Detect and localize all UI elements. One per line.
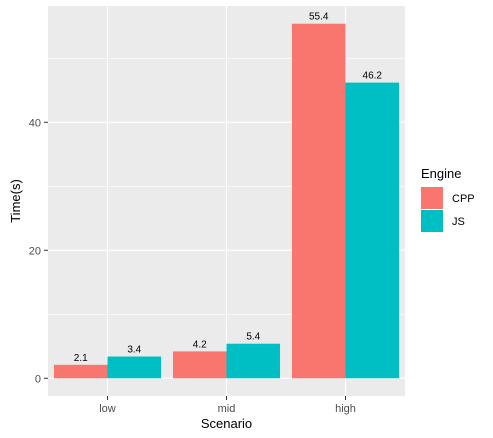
x-tick-label: mid (218, 403, 236, 415)
x-tick-label: low (99, 403, 116, 415)
bars (53, 23, 400, 379)
legend-title: Engine (421, 166, 461, 181)
data-label: 2.1 (74, 353, 88, 364)
bar-cpp-high (291, 23, 346, 379)
legend-key-cpp (421, 187, 443, 209)
bar-js-mid (226, 343, 281, 379)
legend: Engine CPP JS (421, 166, 475, 232)
bar-js-high (345, 82, 400, 379)
data-label: 3.4 (127, 345, 141, 356)
y-tick-label: 0 (35, 373, 41, 385)
data-label: 46.2 (363, 71, 383, 82)
legend-label: CPP (452, 193, 475, 205)
legend-key-js (421, 210, 443, 232)
y-axis: 0 20 40 (29, 117, 48, 385)
data-labels: 2.1 3.4 4.2 5.4 55.4 46.2 (74, 12, 383, 364)
x-axis: low mid high (99, 396, 356, 415)
legend-label: JS (452, 216, 465, 228)
y-tick-label: 40 (29, 117, 41, 129)
x-tick-label: high (335, 403, 356, 415)
y-axis-title: Time(s) (8, 179, 23, 223)
bar-cpp-low (53, 364, 108, 379)
y-tick-label: 20 (29, 245, 41, 257)
bar-cpp-mid (172, 351, 227, 379)
data-label: 5.4 (246, 332, 260, 343)
x-axis-title: Scenario (201, 416, 252, 431)
data-label: 4.2 (193, 339, 207, 350)
data-label: 55.4 (309, 12, 329, 23)
bar-js-low (107, 356, 162, 379)
